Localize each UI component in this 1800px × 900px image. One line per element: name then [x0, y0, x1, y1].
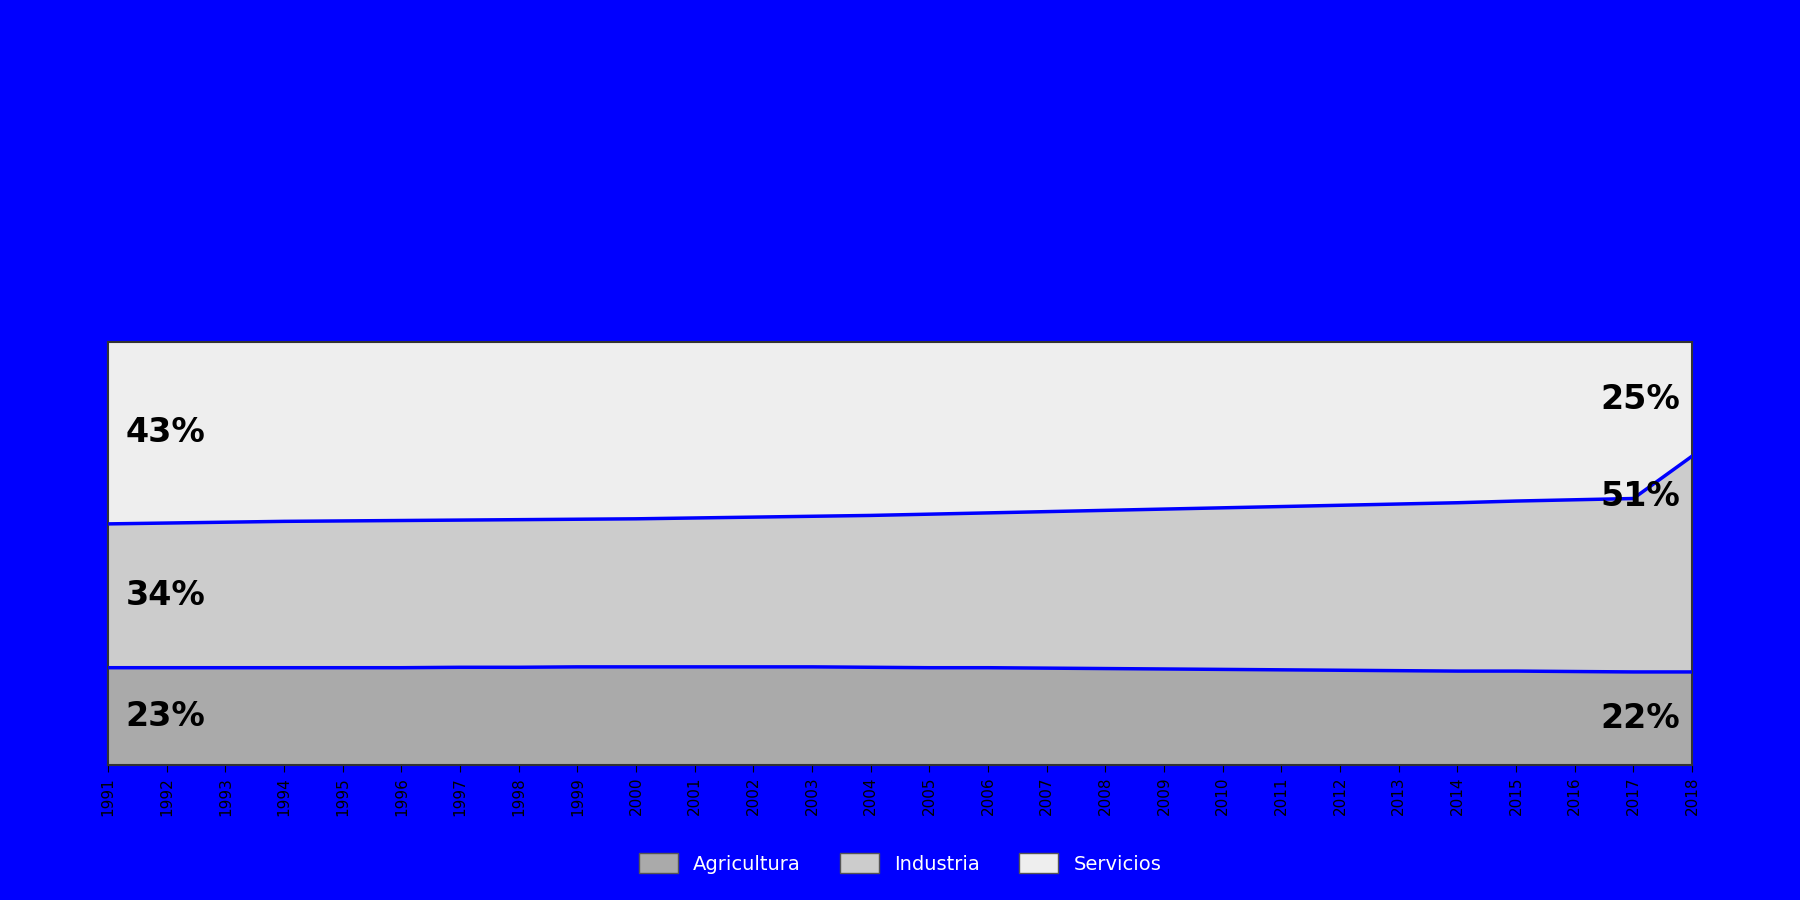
Text: 43%: 43%: [126, 417, 205, 449]
Legend: Agricultura, Industria, Servicios: Agricultura, Industria, Servicios: [632, 845, 1168, 881]
Text: 34%: 34%: [126, 580, 205, 612]
Text: 51%: 51%: [1600, 480, 1679, 513]
Text: 25%: 25%: [1600, 382, 1679, 416]
Text: 22%: 22%: [1600, 702, 1679, 735]
Text: 23%: 23%: [126, 700, 205, 733]
